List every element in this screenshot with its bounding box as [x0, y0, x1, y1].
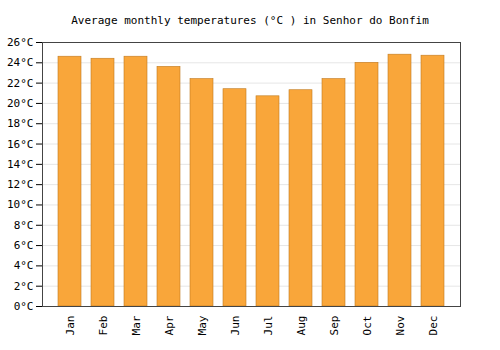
svg-text:Jun: Jun [229, 316, 242, 336]
svg-text:Jan: Jan [64, 316, 77, 336]
svg-text:14°C: 14°C [7, 158, 34, 171]
svg-text:Dec: Dec [427, 316, 440, 336]
svg-text:Nov: Nov [394, 315, 407, 335]
svg-text:Apr: Apr [163, 315, 176, 335]
svg-text:16°C: 16°C [7, 138, 34, 151]
svg-text:18°C: 18°C [7, 117, 34, 130]
svg-text:May: May [196, 315, 209, 335]
svg-text:8°C: 8°C [14, 219, 34, 232]
svg-text:24°C: 24°C [7, 56, 34, 69]
svg-text:Feb: Feb [97, 316, 110, 336]
svg-text:4°C: 4°C [14, 259, 34, 272]
svg-text:Sep: Sep [328, 316, 341, 336]
svg-text:12°C: 12°C [7, 178, 34, 191]
svg-text:26°C: 26°C [7, 36, 34, 49]
svg-text:Jul: Jul [262, 316, 275, 336]
svg-text:6°C: 6°C [14, 239, 34, 252]
svg-text:Aug: Aug [295, 316, 308, 336]
html-text:Average monthly temperatures (: Average monthly temperatures (°C ) in Se… [71, 14, 429, 27]
svg-text:Oct: Oct [361, 316, 374, 336]
svg-text:0°C: 0°C [14, 300, 34, 313]
svg-text:Mar: Mar [130, 315, 143, 335]
svg-text:20°C: 20°C [7, 97, 34, 110]
svg-text:10°C: 10°C [7, 198, 34, 211]
svg-text:2°C: 2°C [14, 280, 34, 293]
svg-text:22°C: 22°C [7, 77, 34, 90]
